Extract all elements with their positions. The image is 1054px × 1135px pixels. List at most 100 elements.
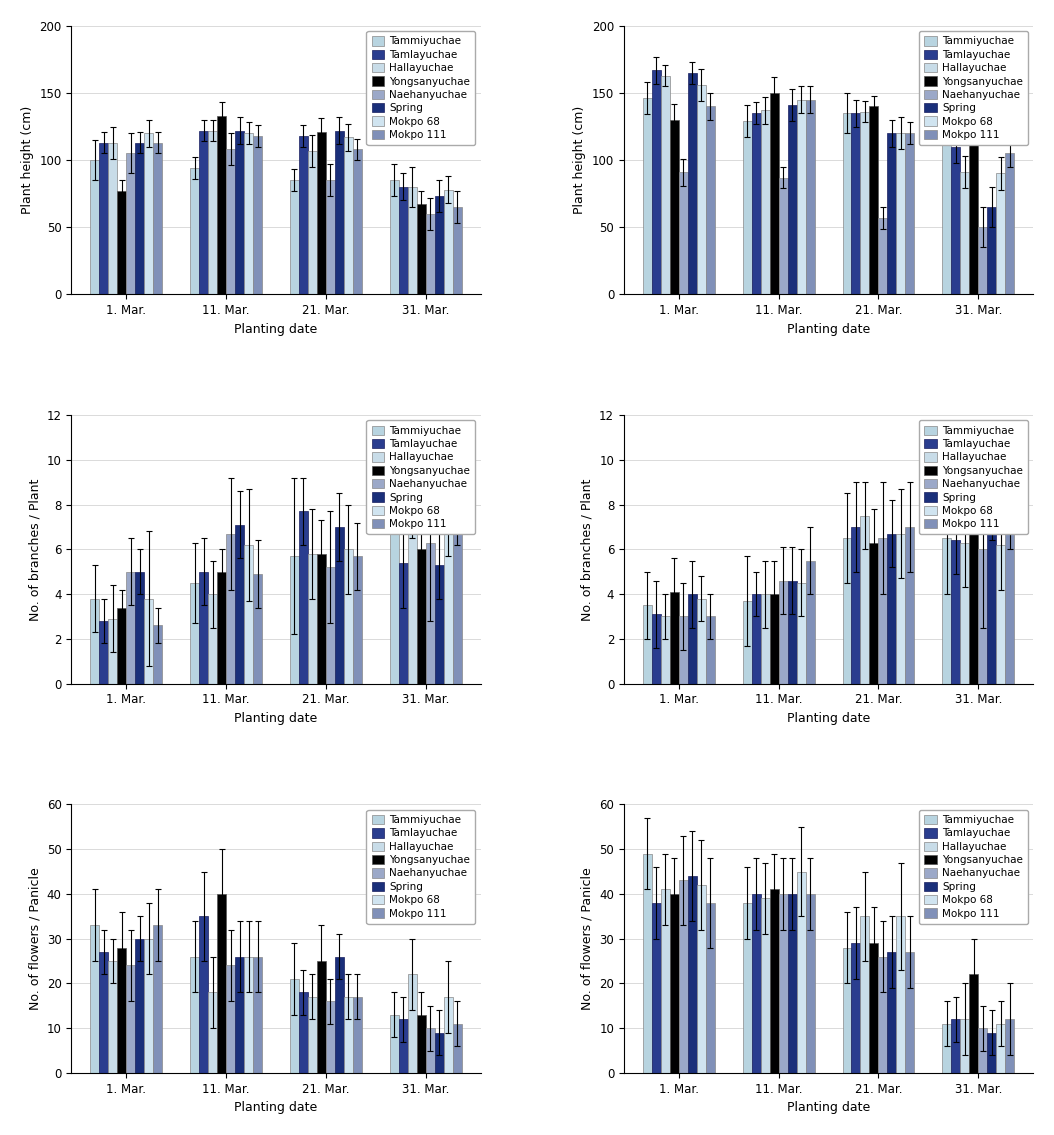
Bar <box>905 133 915 294</box>
Bar <box>842 538 852 683</box>
Bar <box>797 872 805 1073</box>
Bar <box>942 538 952 683</box>
Bar <box>805 561 815 683</box>
Bar <box>651 902 661 1073</box>
Bar <box>308 151 317 294</box>
Bar <box>905 952 915 1073</box>
Bar <box>245 957 253 1073</box>
Bar <box>217 116 227 294</box>
Bar <box>326 1001 335 1073</box>
Bar <box>996 174 1006 294</box>
Bar <box>398 563 408 683</box>
Legend: Tammiyuchae, Tamlayuchae, Hallayuchae, Yongsanyuchae, Naehanyuchae, Spring, Mokp: Tammiyuchae, Tamlayuchae, Hallayuchae, Y… <box>367 420 475 535</box>
Bar <box>299 992 308 1073</box>
X-axis label: Planting date: Planting date <box>234 712 317 725</box>
Bar <box>326 568 335 683</box>
Bar <box>779 581 787 683</box>
Bar <box>860 916 870 1073</box>
Bar <box>353 556 362 683</box>
Y-axis label: No. of branches / Plant: No. of branches / Plant <box>28 478 41 621</box>
Bar <box>761 594 769 683</box>
Bar <box>779 894 787 1073</box>
Bar <box>643 854 651 1073</box>
Bar <box>208 131 217 294</box>
Bar <box>253 136 262 294</box>
Bar <box>669 120 679 294</box>
Bar <box>117 191 126 294</box>
Bar <box>669 894 679 1073</box>
Bar <box>245 133 253 294</box>
Bar <box>988 1033 996 1073</box>
Bar <box>109 961 117 1073</box>
Bar <box>452 1024 462 1073</box>
Bar <box>1006 505 1014 683</box>
Bar <box>416 1015 426 1073</box>
Bar <box>805 100 815 294</box>
Bar <box>227 533 235 683</box>
Bar <box>444 997 452 1073</box>
Bar <box>426 213 434 294</box>
Bar <box>761 110 769 294</box>
Bar <box>390 1015 398 1073</box>
Bar <box>787 894 797 1073</box>
Bar <box>434 565 444 683</box>
Bar <box>905 527 915 683</box>
Bar <box>651 70 661 294</box>
Bar <box>942 128 952 294</box>
Bar <box>91 598 99 683</box>
Y-axis label: No. of flowers / Panicle: No. of flowers / Panicle <box>581 867 593 1010</box>
Y-axis label: No. of flowers / Panicle: No. of flowers / Panicle <box>28 867 41 1010</box>
Bar <box>960 543 970 683</box>
Bar <box>144 939 153 1073</box>
Bar <box>217 894 227 1073</box>
Bar <box>199 916 208 1073</box>
Bar <box>144 133 153 294</box>
Bar <box>952 146 960 294</box>
Bar <box>896 916 905 1073</box>
Bar <box>669 591 679 683</box>
Bar <box>99 143 109 294</box>
Bar <box>199 572 208 683</box>
Bar <box>688 876 697 1073</box>
Bar <box>870 107 878 294</box>
Bar <box>126 966 135 1073</box>
Bar <box>896 533 905 683</box>
Bar <box>335 957 344 1073</box>
Bar <box>752 894 761 1073</box>
Bar <box>679 881 688 1073</box>
Bar <box>208 594 217 683</box>
Bar <box>870 543 878 683</box>
Bar <box>860 111 870 294</box>
Bar <box>752 594 761 683</box>
Bar <box>452 207 462 294</box>
Bar <box>317 554 326 683</box>
Bar <box>126 153 135 294</box>
Bar <box>416 204 426 294</box>
Bar <box>697 885 706 1073</box>
Bar <box>452 522 462 683</box>
Bar <box>344 549 353 683</box>
Bar <box>135 143 144 294</box>
Bar <box>135 939 144 1073</box>
Bar <box>444 190 452 294</box>
Bar <box>426 1028 434 1073</box>
Bar <box>769 93 779 294</box>
Bar <box>290 556 299 683</box>
Bar <box>988 207 996 294</box>
Bar <box>135 572 144 683</box>
Bar <box>842 948 852 1073</box>
Bar <box>290 180 299 294</box>
Bar <box>434 1033 444 1073</box>
Bar <box>245 545 253 683</box>
Bar <box>797 583 805 683</box>
Bar <box>416 549 426 683</box>
Bar <box>308 997 317 1073</box>
Bar <box>769 890 779 1073</box>
Bar <box>344 997 353 1073</box>
Bar <box>661 890 669 1073</box>
Bar <box>335 131 344 294</box>
Bar <box>408 505 416 683</box>
Bar <box>970 515 978 683</box>
Bar <box>852 527 860 683</box>
Bar <box>235 957 245 1073</box>
